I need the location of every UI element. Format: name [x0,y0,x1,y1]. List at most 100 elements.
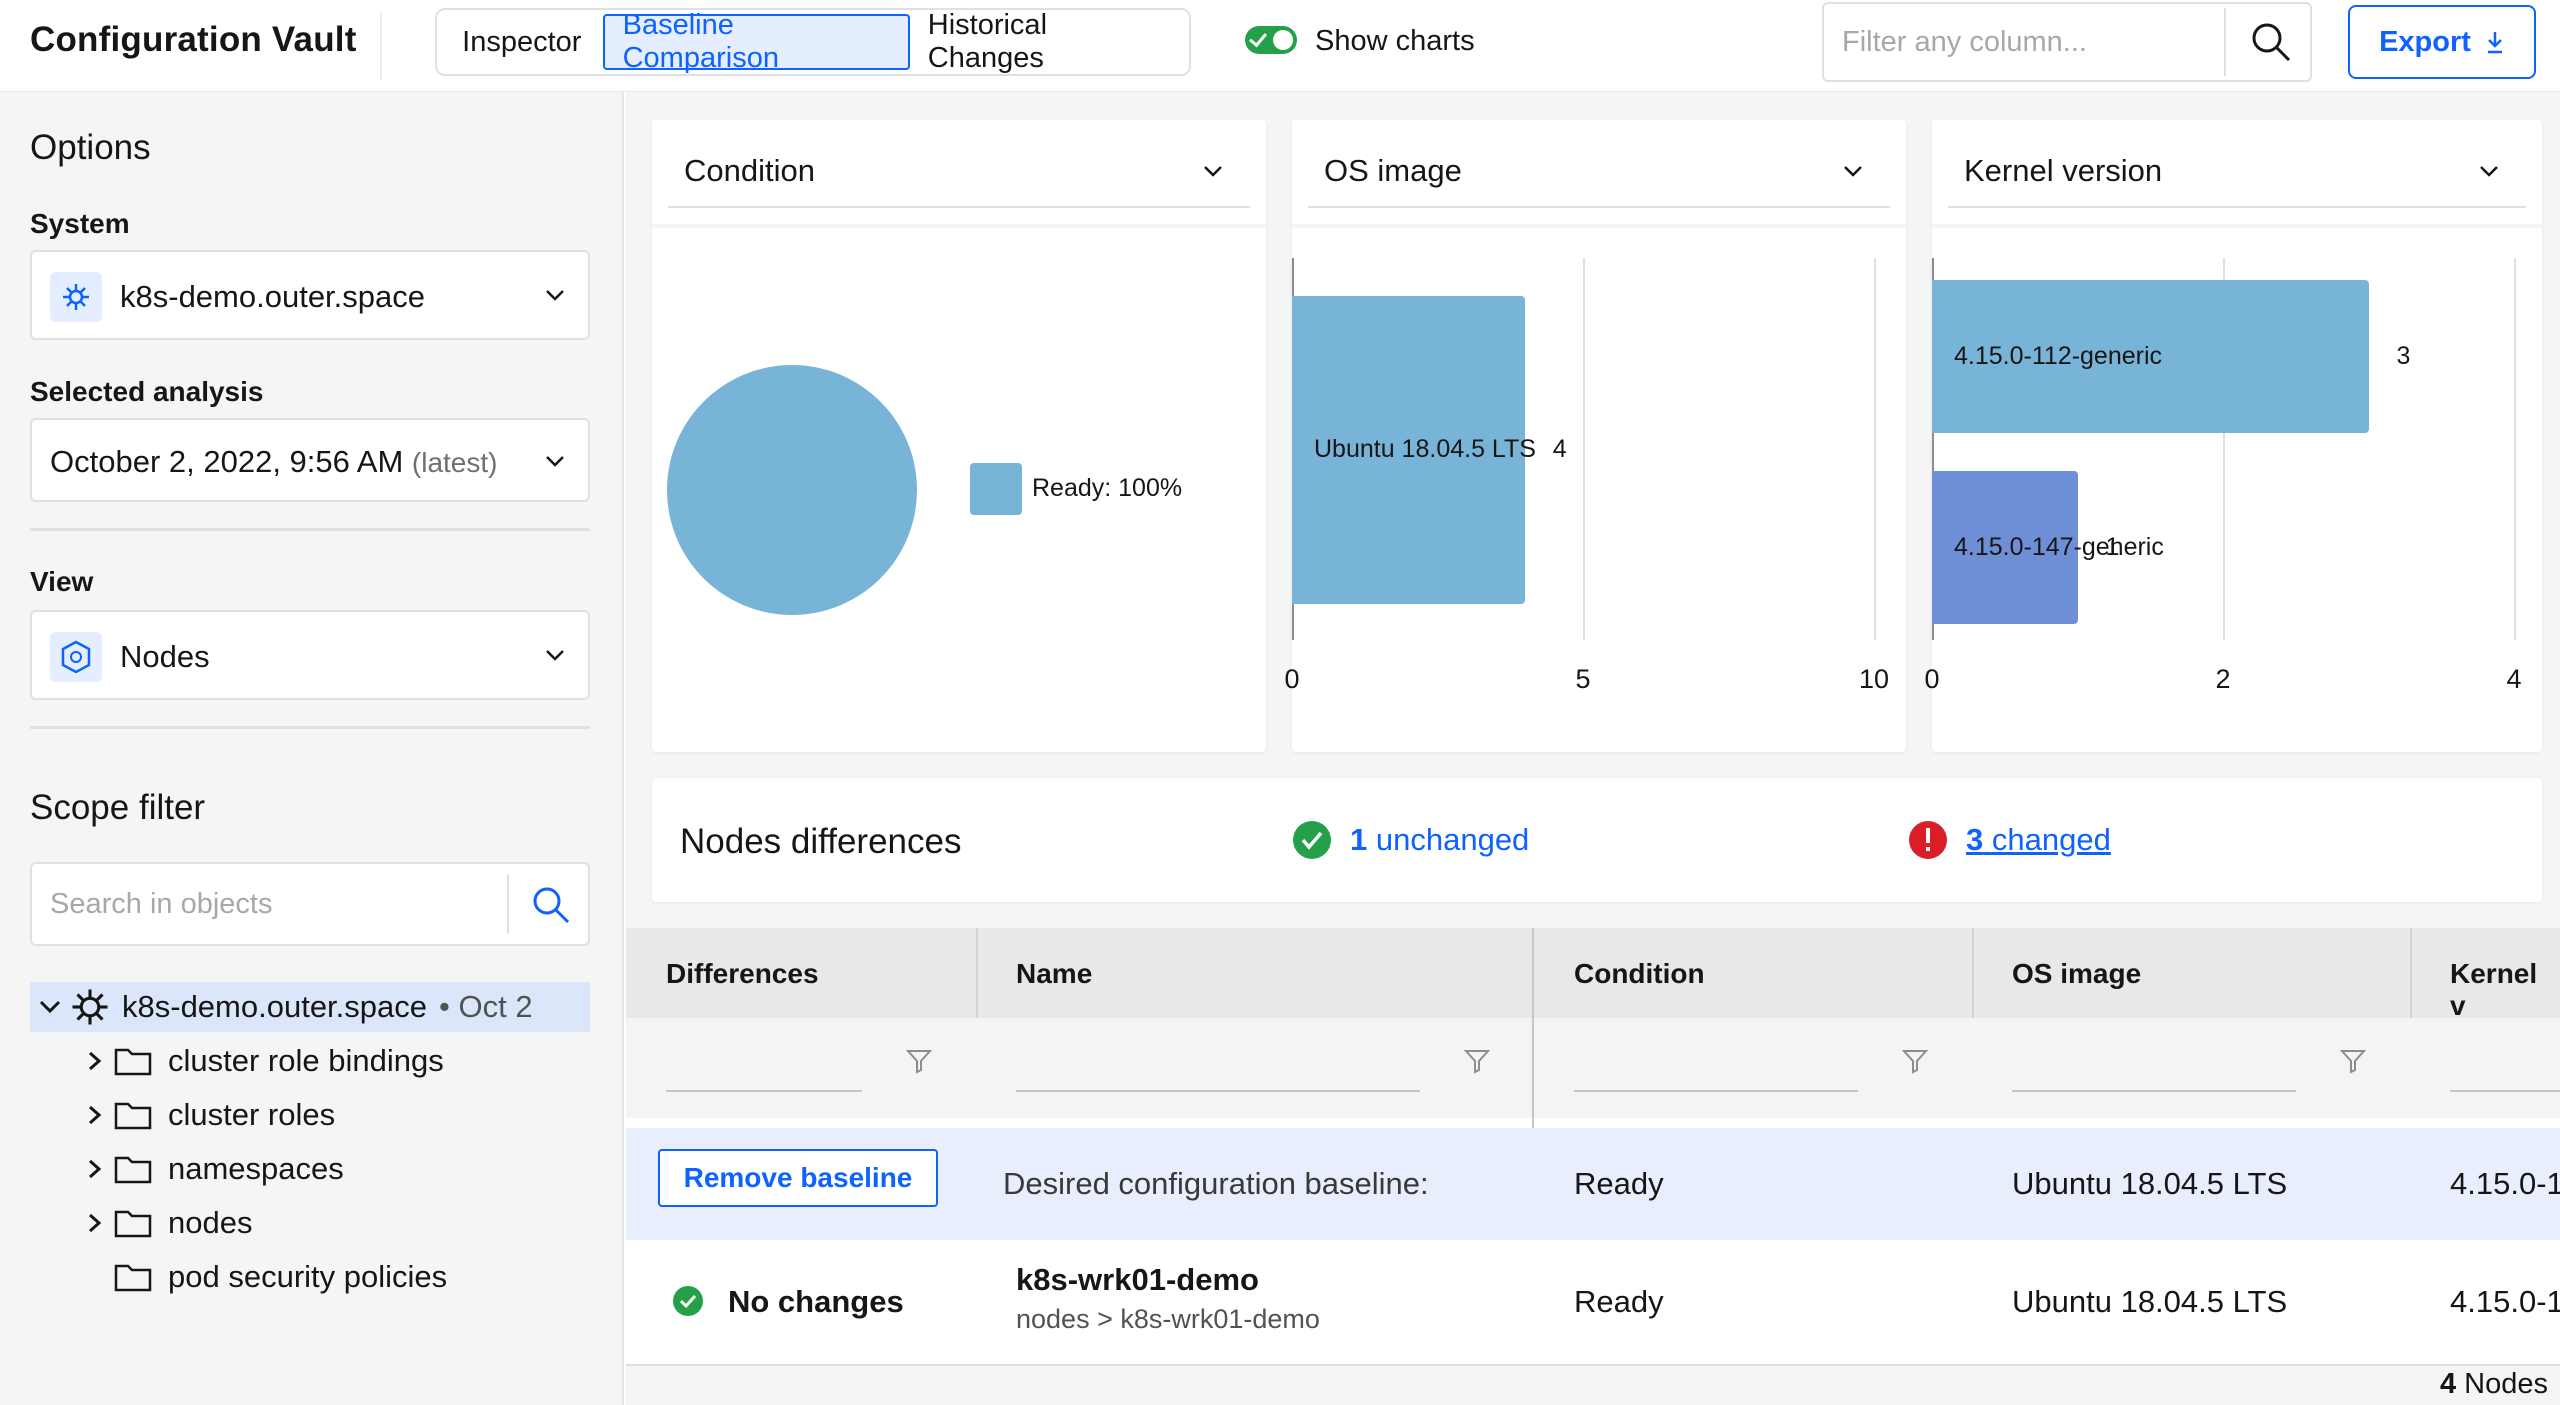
x-tick-label: 4 [2506,664,2522,694]
kernel-bar-plot: 0 2 4 4.15.0-112-generic 3 4.15.0-147-generic… [1924,258,2522,694]
tree-item-cluster-role-bindings[interactable]: cluster role bindings [74,1036,634,1086]
export-label: Export [2379,25,2471,58]
col-header-os-image[interactable]: OS image [2012,958,2142,989]
column-divider [1972,928,1974,1018]
table-row[interactable]: No changes k8s-wrk01-demo nodes > k8s-wr… [626,1240,2560,1366]
gridline [2514,258,2516,640]
filter-field-name[interactable] [1016,1090,1420,1092]
tree-item-cluster-roles[interactable]: cluster roles [74,1090,634,1140]
view-tabs: Inspector Baseline Comparison Historical… [435,8,1191,76]
row-count-label: Nodes [2464,1368,2548,1400]
tab-historical-changes[interactable]: Historical Changes [927,9,1048,74]
bar-category-label: 4.15.0-147-generic [1954,532,2164,561]
filter-field-differences[interactable] [666,1090,862,1092]
chevron-right-icon[interactable] [74,1095,114,1135]
folder-icon [114,1048,152,1076]
show-charts-toggle[interactable] [1245,26,1297,54]
filter-field-os-image[interactable] [2012,1090,2296,1092]
x-tick-label: 10 [1858,664,1890,694]
unchanged-count: 1 [1350,822,1368,857]
kubernetes-icon [50,272,102,322]
filter-icon[interactable] [1464,1048,1490,1074]
row-name[interactable]: k8s-wrk01-demo [1016,1262,1259,1297]
kubernetes-icon [72,989,108,1025]
filter-icon[interactable] [2340,1048,2366,1074]
system-value: k8s-demo.outer.space [120,279,426,314]
error-icon [1909,821,1947,859]
object-search [30,862,590,946]
gridline [1932,258,1934,640]
system-dropdown[interactable]: k8s-demo.outer.space [30,250,590,340]
analysis-dropdown[interactable]: October 2, 2022, 9:56 AM (latest) [30,418,590,502]
changed-count: 3 [1966,822,1984,857]
folder-icon [114,1210,152,1238]
chevron-right-icon[interactable] [74,1149,114,1189]
view-value: Nodes [120,639,210,674]
column-filter-row [626,1018,2560,1118]
tab-inspector[interactable]: Inspector [462,25,582,58]
chevron-right-icon[interactable] [74,1041,114,1081]
filter-field-condition[interactable] [1574,1090,1858,1092]
chart-card-divider [1932,224,2542,228]
tree-item-label: nodes [168,1205,253,1240]
chevron-down-icon [1844,166,1862,177]
tree-root[interactable]: k8s-demo.outer.space • Oct 2 [30,982,590,1032]
tab-baseline-comparison[interactable]: Baseline Comparison [602,9,910,74]
gridline [1583,258,1585,640]
tree-item-pod-security-policies[interactable]: pod security policies [74,1252,634,1302]
filter-field-kernel[interactable] [2450,1090,2560,1092]
row-count: 4 Nodes [2440,1368,2548,1401]
changed-label: changed [1991,822,2111,857]
tree-item-label: cluster roles [168,1097,336,1132]
x-tick-label: 2 [2215,664,2231,694]
chevron-down-icon [2480,166,2498,177]
export-button[interactable]: Export [2348,5,2536,79]
tree-item-label: namespaces [168,1151,344,1186]
bar[interactable] [1932,280,2369,433]
os-image-chart-select[interactable]: OS image [1308,136,1890,208]
unchanged-link[interactable]: 1 unchanged [1292,820,1529,860]
chart-select-label: Condition [684,153,815,188]
bar[interactable] [1932,471,2078,624]
bar-value-label: 3 [2396,341,2411,370]
row-path: nodes > k8s-wrk01-demo [1016,1304,1320,1334]
toggle-knob [1273,30,1293,50]
chevron-down-icon [546,456,564,467]
col-header-condition[interactable]: Condition [1574,958,1705,989]
filter-separator [2224,8,2226,76]
search-icon[interactable] [2249,20,2293,64]
chevron-right-icon[interactable] [74,1203,114,1243]
col-header-name[interactable]: Name [1016,958,1093,989]
gridline [1874,258,1876,640]
filter-icon[interactable] [906,1048,932,1074]
col-header-differences[interactable]: Differences [666,958,819,989]
app-title: Configuration Vault [30,20,357,59]
bar[interactable] [1292,296,1525,604]
filter-input[interactable] [1824,4,2224,80]
chart-card-divider [652,224,1266,228]
chart-select-label: Kernel version [1964,153,2163,188]
tree-item-nodes[interactable]: nodes [74,1198,634,1248]
changed-link[interactable]: 3 changed [1908,820,2111,860]
col-header-kernel[interactable]: Kernel v [2450,958,2538,1021]
search-icon[interactable] [530,884,572,926]
bar-value-label: 4 [1552,435,1567,463]
nodes-differences-card: Nodes differences 1 unchanged 3 changed [652,778,2542,902]
view-dropdown[interactable]: Nodes [30,610,590,700]
app-header: Configuration Vault Inspector Baseline C… [0,0,2560,92]
kernel-chart-select[interactable]: Kernel version [1948,136,2526,208]
remove-baseline-button[interactable]: Remove baseline [658,1149,938,1207]
chevron-down-icon [546,650,564,661]
legend-label-ready: Ready: 100% [1032,474,1183,502]
chevron-down-icon[interactable] [30,987,70,1027]
pie-slice-ready[interactable] [667,365,917,615]
sidebar-separator [30,528,590,531]
condition-chart-select[interactable]: Condition [668,136,1250,208]
scope-filter-title: Scope filter [30,788,206,827]
object-search-input[interactable] [32,864,512,944]
tree-item-namespaces[interactable]: namespaces [74,1144,634,1194]
tree-root-label: k8s-demo.outer.space [122,989,428,1024]
filter-icon[interactable] [1902,1048,1928,1074]
baseline-row: Remove baseline Desired configuration ba… [626,1128,2560,1240]
row-count-number: 4 [2439,1368,2457,1400]
